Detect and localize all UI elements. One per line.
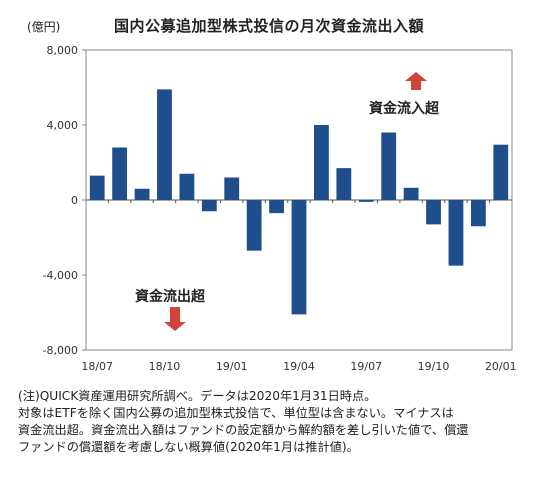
bar-19-11: [448, 200, 464, 266]
bar-19-03: [269, 200, 284, 214]
x-tick-label: 19/01: [216, 360, 248, 373]
outflow-arrow-icon: [164, 307, 186, 331]
footnote-line: ファンドの償還額を考慮しない概算値(2020年1月は推計値)。: [18, 440, 359, 454]
footnote-line: (注)QUICK資産運用研究所調べ。データは2020年1月31日時点。: [18, 389, 377, 403]
y-unit-label: (億円): [27, 20, 61, 34]
y-tick-label: 4,000: [47, 119, 79, 132]
inflow-annotation: 資金流入超: [369, 101, 439, 117]
bar-18-12: [201, 200, 217, 212]
x-tick-label: 20/01: [485, 360, 517, 373]
bar-19-08: [381, 132, 397, 200]
bar-19-04: [291, 200, 307, 315]
bar-18-09: [134, 188, 150, 200]
bar-19-05: [314, 125, 329, 200]
x-tick-label: 19/04: [283, 360, 315, 373]
y-axis: 8,000 4,000 0 -4,000 -8,000: [43, 44, 86, 357]
bar-19-10: [426, 200, 441, 225]
y-tick-label: 0: [71, 194, 78, 207]
y-tick-label: 8,000: [47, 44, 79, 57]
y-tick-label: -8,000: [43, 344, 78, 357]
bar-19-02: [246, 200, 262, 251]
footnote-line: 資金流出超。資金流出入額はファンドの設定額から解約額を差し引いた値で、償還: [18, 423, 469, 437]
bar-19-07: [358, 200, 374, 202]
bar-19-12: [470, 200, 486, 227]
x-tick-label: 19/07: [350, 360, 382, 373]
y-tick-label: -4,000: [43, 269, 78, 282]
inflow-arrow-icon: [405, 72, 427, 90]
bar-19-06: [336, 168, 352, 201]
bar-19-09: [403, 187, 419, 200]
bar-18-08: [112, 147, 128, 200]
x-axis: 18/07 18/10 19/01 19/04 19/07 19/10 20/01: [81, 200, 517, 373]
x-tick-label: 19/10: [418, 360, 450, 373]
bar-18-10: [157, 89, 172, 201]
bar-20-01: [493, 144, 509, 200]
footnote-line: 対象はETFを除く国内公募の追加型株式投信で、単位型は含まない。マイナスは: [18, 406, 454, 420]
bar-18-11: [179, 173, 195, 200]
x-tick-label: 18/07: [81, 360, 113, 373]
bar-18-07: [89, 175, 105, 201]
bar-19-01: [224, 177, 240, 200]
outflow-annotation: 資金流出超: [135, 289, 205, 305]
footnote: (注)QUICK資産運用研究所調べ。データは2020年1月31日時点。 対象はE…: [18, 388, 538, 456]
x-tick-label: 18/10: [149, 360, 181, 373]
chart-title: 国内公募追加型株式投信の月次資金流出入額: [114, 17, 425, 35]
bars: [89, 89, 509, 315]
